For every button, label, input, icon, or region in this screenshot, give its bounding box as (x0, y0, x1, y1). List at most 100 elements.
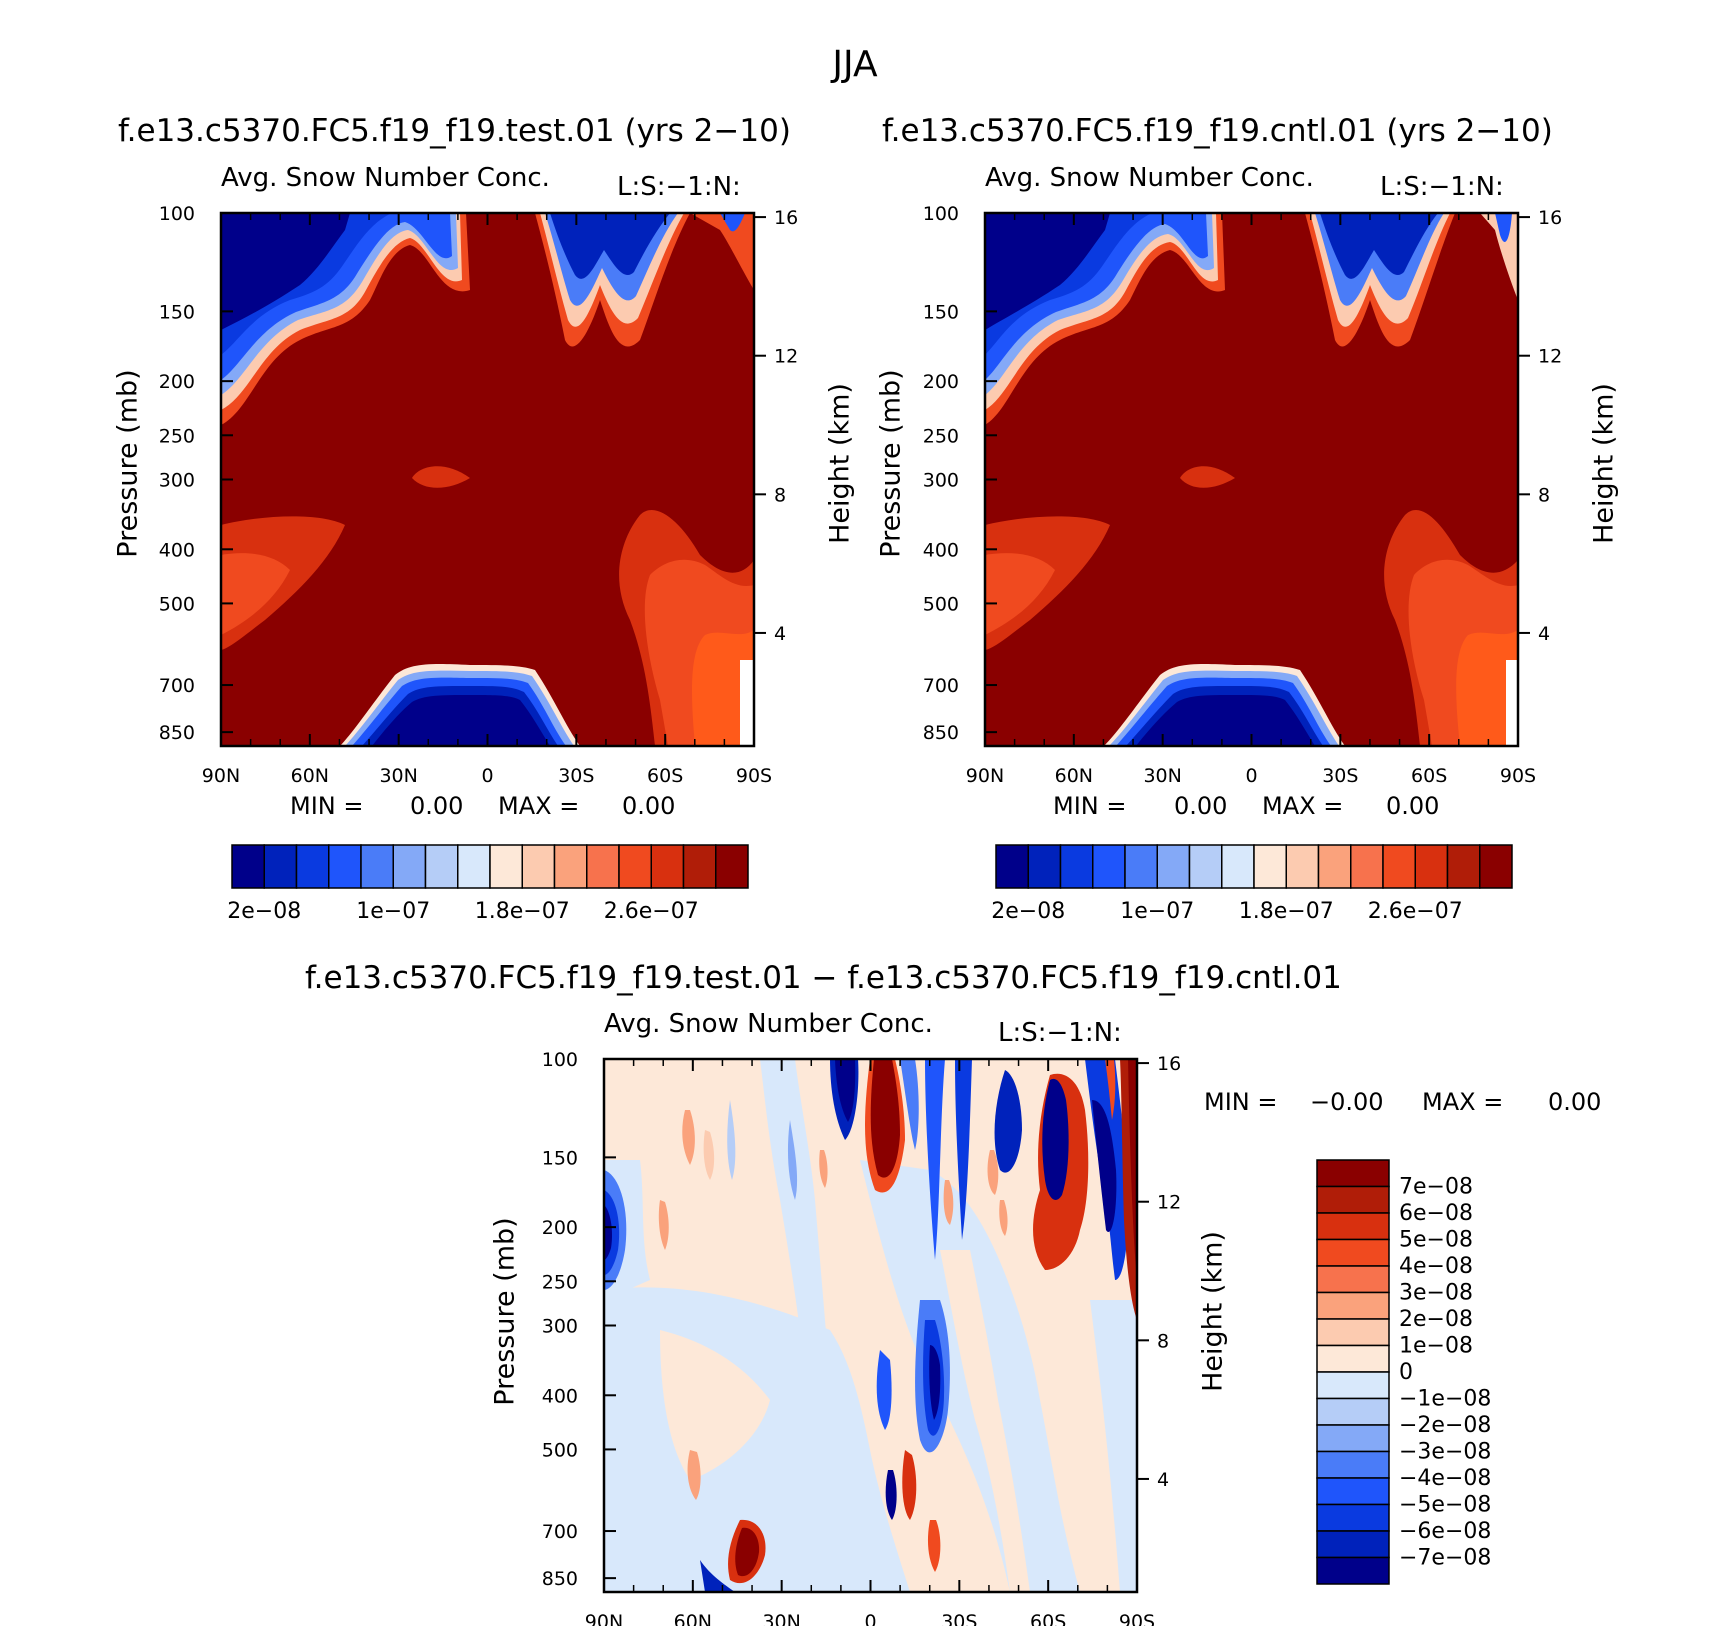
diff-colorbar-label: −2e−08 (1399, 1413, 1491, 1438)
diff-heatmap (604, 1059, 1137, 1592)
control-colorbar-swatch (1253, 844, 1287, 889)
diff-colorbar-swatch (1316, 1159, 1390, 1188)
diff-colorbar-label: 2e−08 (1399, 1307, 1473, 1332)
test-ytick-label: 150 (159, 301, 195, 323)
test-ytick-right-label: 4 (774, 623, 786, 645)
diff-ytick-label: 300 (542, 1316, 578, 1338)
chart-annotations: 90N 60N 30N 0 30S 60S 90S100150200250300400500… (159, 203, 1562, 1626)
test-colorbar-swatch (521, 844, 556, 889)
control-colorbar-swatch (1156, 844, 1191, 889)
test-ytick-label: 200 (159, 371, 195, 393)
control-colorbar-swatch (1350, 844, 1384, 889)
diff-colorbar-label: −3e−08 (1399, 1440, 1491, 1465)
control-ytick-label: 100 (923, 203, 959, 225)
diff-colorbar-swatch (1316, 1556, 1390, 1585)
diff-colorbar-swatch (1316, 1477, 1390, 1506)
diff-colorbar-label: 6e−08 (1399, 1201, 1473, 1226)
diff-colorbar-swatch (1316, 1291, 1390, 1320)
diff-colorbar-label: −6e−08 (1399, 1519, 1491, 1544)
test-colorbar-swatch (263, 844, 298, 889)
test-xtick-label: 90N (202, 765, 240, 787)
control-min-label: MIN = (1053, 792, 1127, 820)
test-min-value: 0.00 (410, 792, 464, 820)
control-xtick-label: 60N (1055, 765, 1093, 787)
test-colorbar-swatch (618, 844, 652, 889)
diff-xtick-label: 90S (1119, 1611, 1155, 1626)
diff-max-label: MAX = (1422, 1088, 1504, 1116)
test-colorbar-swatch (586, 844, 620, 889)
control-colorbar-swatch (1285, 844, 1320, 889)
test-colorbar-swatch (457, 844, 491, 889)
diff-ytick-right-label: 12 (1157, 1192, 1181, 1214)
control-xtick-label: 30N (1143, 765, 1181, 787)
diff-ytick-label: 700 (542, 1521, 578, 1543)
diff-ytick-label: 500 (542, 1439, 578, 1461)
control-colorbar-swatch (1027, 844, 1062, 889)
diff-colorbar-label: −7e−08 (1399, 1546, 1491, 1571)
control-ytick-label: 500 (923, 593, 959, 615)
control-colorbar-swatch (1414, 844, 1449, 889)
diff-panel-title: f.e13.c5370.FC5.f19_f19.test.01 − f.e13.… (305, 960, 1342, 996)
diff-colorbar-label: 0 (1399, 1360, 1413, 1385)
test-xtick-label: 30N (379, 765, 417, 787)
control-colorbar-swatch (1446, 844, 1481, 889)
control-ytick-label: 850 (923, 722, 959, 744)
control-ytick-label: 150 (923, 301, 959, 323)
test-ytick-right-label: 16 (774, 207, 798, 229)
diff-colorbar-label: −1e−08 (1399, 1387, 1491, 1412)
diff-xtick-label: 30N (762, 1611, 800, 1626)
test-colorbar-swatch (360, 844, 394, 889)
control-colorbar-swatch (1317, 844, 1352, 889)
diff-ytick-right-label: 8 (1157, 1330, 1169, 1352)
test-colorbar-swatch (424, 844, 459, 889)
control-xtick-label: 60S (1411, 765, 1447, 787)
control-heatmap (985, 213, 1518, 746)
control-colorbar-swatch (995, 844, 1029, 889)
control-colorbar-label: 2.6e−07 (1368, 899, 1463, 924)
diff-xtick-label: 60S (1030, 1611, 1066, 1626)
control-colorbar-swatch (1059, 844, 1094, 889)
diff-max-value: 0.00 (1548, 1088, 1602, 1116)
test-max-label: MAX = (498, 792, 580, 820)
control-ytick-label: 200 (923, 371, 959, 393)
diff-colorbar-label: −4e−08 (1399, 1466, 1491, 1491)
test-max-value: 0.00 (622, 792, 676, 820)
test-min-label: MIN = (290, 792, 364, 820)
control-xtick-label: 30S (1322, 765, 1358, 787)
test-panel-title: f.e13.c5370.FC5.f19_f19.test.01 (yrs 2−1… (118, 113, 791, 149)
diff-colorbar-label: 1e−08 (1399, 1334, 1473, 1359)
test-colorbar-label: 2.6e−07 (604, 899, 699, 924)
test-colorbar-label: 1e−07 (356, 899, 430, 924)
test-axes: 90N 60N 30N 0 30S 60S 90S 100 150 200 250 300 400 500… (159, 203, 798, 787)
control-colorbar-label: 2e−08 (991, 899, 1065, 924)
diff-min-value: −0.00 (1310, 1088, 1384, 1116)
control-max-value: 0.00 (1386, 792, 1440, 820)
test-colorbar-swatch (328, 844, 362, 889)
control-ytick-label: 400 (923, 539, 959, 561)
diff-level-tag: L:S:−1:N: (998, 1018, 1122, 1048)
control-axes: 90N 60N 30N 0 30S 60S 90S 100 150 200 250 300 400 500… (923, 203, 1562, 787)
test-ytick-right-label: 8 (774, 484, 786, 506)
test-colorbar-swatch (295, 844, 330, 889)
test-ytick-right-label: 12 (774, 346, 798, 368)
control-xtick-label: 90N (966, 765, 1004, 787)
test-colorbar-swatch (392, 844, 427, 889)
control-field-name: Avg. Snow Number Conc. (985, 163, 1314, 193)
diff-ytick-label: 150 (542, 1147, 578, 1169)
test-xtick-label: 30S (558, 765, 594, 787)
control-colorbar-swatch (1382, 844, 1416, 889)
test-colorbar-label: 1.8e−07 (475, 899, 570, 924)
figure-title: JJA (832, 44, 878, 85)
test-colorbar: 2e−08 1e−07 1.8e−07 2.6e−07 (227, 844, 749, 924)
test-ytick-label: 300 (159, 470, 195, 492)
test-colorbar-swatch (553, 844, 588, 889)
diff-ytick-label: 400 (542, 1385, 578, 1407)
diff-xtick-label: 90N (585, 1611, 623, 1626)
diff-colorbar-swatch (1316, 1265, 1390, 1294)
test-field-name: Avg. Snow Number Conc. (221, 163, 550, 193)
diff-ytick-label: 200 (542, 1217, 578, 1239)
diff-colorbar-swatch (1316, 1397, 1390, 1426)
control-colorbar-swatch (1092, 844, 1126, 889)
diff-xtick-label: 60N (674, 1611, 712, 1626)
